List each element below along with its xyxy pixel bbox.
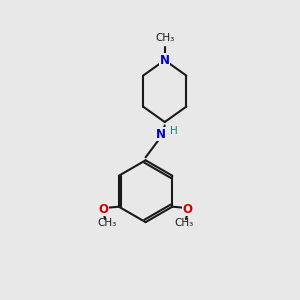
Text: N: N [156, 128, 166, 141]
Text: CH₃: CH₃ [155, 33, 174, 43]
Text: O: O [98, 202, 109, 215]
Text: CH₃: CH₃ [98, 218, 117, 228]
Text: CH₃: CH₃ [175, 218, 194, 228]
Text: N: N [160, 54, 170, 67]
Text: H: H [170, 126, 177, 136]
Text: O: O [183, 202, 193, 215]
